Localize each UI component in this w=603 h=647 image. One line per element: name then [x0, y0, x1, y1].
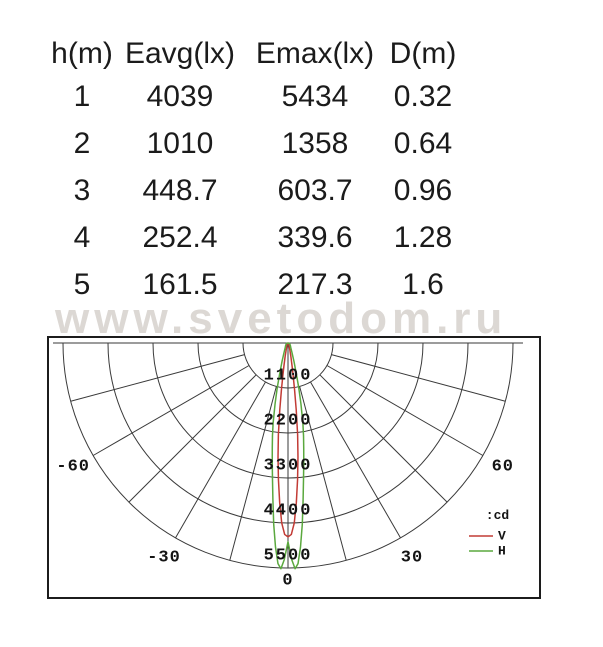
- table-header-row: h(m) Eavg(lx) Emax(lx) D(m): [0, 31, 603, 77]
- column-header-diameter: D(m): [389, 37, 457, 70]
- column-header-emax: Emax(lx): [255, 37, 375, 70]
- cell-eavg: 161.5: [142, 268, 218, 301]
- table-row: 4 252.4 339.6 1.28: [0, 215, 603, 261]
- ring-value-label: 1100: [264, 367, 313, 386]
- cell-eavg: 448.7: [142, 174, 218, 207]
- cell-eavg: 252.4: [142, 221, 218, 254]
- cell-emax: 603.7: [277, 174, 353, 207]
- cell-height: 3: [73, 174, 91, 207]
- angle-label: 30: [401, 548, 423, 567]
- column-header-eavg: Eavg(lx): [124, 37, 236, 70]
- intensity-curve-H: [271, 342, 305, 570]
- polar-grid-radial: [70, 354, 245, 402]
- polar-grid-radial: [331, 354, 506, 402]
- cell-emax: 1358: [281, 127, 349, 160]
- cell-eavg: 1010: [146, 127, 214, 160]
- polar-intensity-chart: 1100 2200 3300 4400 5500 -60 -30 0 30 60 :cd VH: [53, 342, 523, 591]
- cell-diameter: 0.96: [393, 174, 453, 207]
- table-row: 3 448.7 603.7 0.96: [0, 168, 603, 214]
- cell-height: 2: [73, 127, 91, 160]
- cell-emax: 5434: [281, 80, 349, 113]
- angle-label: 0: [282, 572, 293, 591]
- polar-grid-radial: [326, 365, 484, 456]
- cell-diameter: 1.6: [402, 268, 444, 301]
- polar-grid-radial: [319, 374, 448, 503]
- polar-grid-radial: [299, 386, 347, 561]
- legend-label-H: H: [498, 544, 506, 559]
- ring-value-label: 4400: [264, 502, 313, 521]
- cell-diameter: 0.32: [393, 80, 453, 113]
- legend-label-V: V: [498, 529, 506, 544]
- polar-grid-radial: [229, 386, 277, 561]
- cell-diameter: 1.28: [393, 221, 453, 254]
- angle-label: 60: [492, 458, 514, 477]
- polar-grid-radial: [310, 381, 401, 539]
- polar-chart-frame: 1100 2200 3300 4400 5500 -60 -30 0 30 60 :cd V H: [47, 336, 541, 599]
- cell-emax: 217.3: [277, 268, 353, 301]
- ring-value-label: 5500: [264, 547, 313, 566]
- intensity-curve-V: [277, 342, 299, 538]
- angle-label: -30: [147, 548, 181, 567]
- table-row: 5 161.5 217.3 1.6: [0, 262, 603, 308]
- cell-height: 4: [73, 221, 91, 254]
- photometric-table: h(m) Eavg(lx) Emax(lx) D(m) 1 4039 5434 …: [0, 0, 603, 310]
- polar-grid-radial: [128, 374, 257, 503]
- table-row: 2 1010 1358 0.64: [0, 121, 603, 167]
- cell-emax: 339.6: [277, 221, 353, 254]
- ring-value-label: 2200: [264, 412, 313, 431]
- polar-grid-radial: [175, 381, 266, 539]
- column-header-height: h(m): [51, 37, 113, 70]
- table-row: 1 4039 5434 0.32: [0, 74, 603, 120]
- watermark: www.svetodom.ru: [55, 294, 508, 343]
- ring-value-label: 3300: [264, 457, 313, 476]
- angle-label: -60: [56, 458, 90, 477]
- cell-eavg: 4039: [146, 80, 214, 113]
- cell-height: 5: [73, 268, 91, 301]
- cell-diameter: 0.64: [393, 127, 453, 160]
- cell-height: 1: [73, 80, 91, 113]
- polar-grid-radial: [92, 365, 250, 456]
- legend-units-label: :cd: [486, 508, 509, 523]
